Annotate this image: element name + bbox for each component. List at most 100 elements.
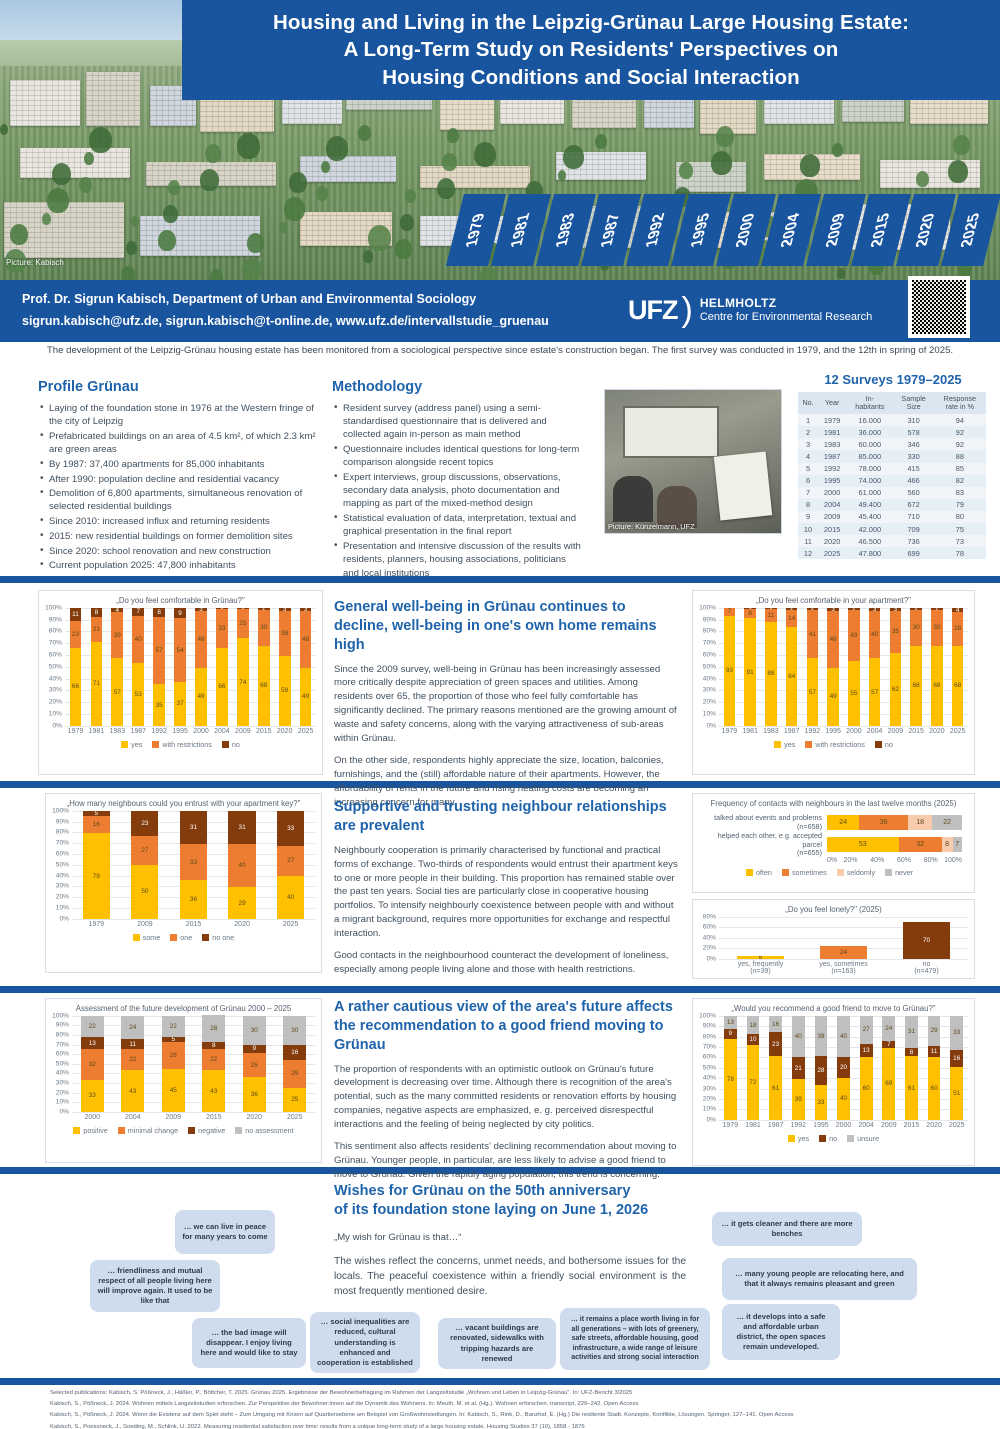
stacked-bar[interactable]: 3 35 62 [889, 607, 902, 726]
profile-list: Laying of the foundation stone in 1976 a… [38, 401, 316, 573]
stacked-bar[interactable]: 9 54 37 [174, 607, 186, 726]
tree [289, 172, 307, 193]
stacked-bar[interactable]: 31 40 29 [228, 810, 256, 919]
surveys-cell: 78 [955, 548, 964, 558]
legend-item[interactable]: no assessment [235, 1125, 294, 1135]
y-tick-label: 0% [59, 1108, 69, 1116]
bar-segment: 38 [278, 611, 291, 657]
stacked-bar[interactable]: 53 32 8 7 [827, 837, 962, 853]
legend-item[interactable]: often [745, 868, 772, 877]
legend-item[interactable]: positive [73, 1126, 108, 1135]
stacked-bar[interactable]: 3 48 49 [299, 607, 312, 726]
stacked-bar[interactable]: 3 48 49 [195, 607, 207, 726]
gridline [65, 654, 316, 656]
stacked-bar[interactable]: 7 40 53 [132, 607, 145, 726]
legend-item[interactable]: some [132, 933, 160, 942]
stacked-bar[interactable]: 18 10 72 [746, 1015, 760, 1120]
stacked-bar[interactable]: 31 33 36 [179, 810, 208, 919]
legend-swatch [781, 868, 789, 876]
stacked-bar[interactable]: 3 48 49 [827, 607, 839, 726]
stacked-bar[interactable]: 22 5 28 45 [161, 1015, 185, 1112]
stacked-bar[interactable]: 24355 [848, 607, 860, 726]
gridline [65, 690, 316, 692]
stacked-bar[interactable]: 23 27 50 [131, 810, 159, 919]
legend-item[interactable]: yes [774, 740, 795, 749]
x-tick-label: 2009 [165, 1113, 182, 1121]
stacked-bar[interactable]: 13 9 78 [723, 1015, 737, 1120]
legend-item[interactable]: no [874, 740, 893, 749]
stacked-bar[interactable]: 39 28 33 [814, 1015, 828, 1120]
stacked-bar[interactable]: 6 [737, 955, 784, 959]
gridline [719, 631, 968, 633]
legend-item[interactable]: yes [787, 1134, 809, 1143]
stacked-bar[interactable]: 21484 [785, 607, 798, 726]
stacked-bar[interactable]: 24 36 18 22 [827, 815, 962, 831]
legend-item[interactable]: minimal change [117, 1126, 178, 1135]
bar-segment: 2 [931, 607, 943, 611]
stacked-bar[interactable]: 31 8 61 [905, 1015, 918, 1120]
legend-item[interactable]: negative [188, 1126, 225, 1135]
legend-label: no assessment [245, 1125, 294, 1135]
legend-item[interactable]: unsure [847, 1134, 879, 1143]
legend-item[interactable]: never [885, 868, 913, 877]
bar-segment: 3 [299, 607, 312, 612]
stacked-bar[interactable]: 24 7 69 [882, 1015, 896, 1120]
stacked-bar[interactable]: 30 16 29 25 [283, 1015, 307, 1112]
bar-segment: 70 [903, 921, 950, 959]
stacked-bar[interactable]: 4 28 68 [951, 607, 964, 726]
methodology-block: Methodology Resident survey (address pan… [332, 378, 582, 581]
legend-item[interactable]: no [221, 740, 240, 749]
legend-item[interactable]: no one [202, 933, 234, 942]
x-tick-label: 2009 [235, 727, 251, 735]
legend-item[interactable]: one [170, 933, 192, 942]
stacked-bar[interactable]: 29 11 60 [927, 1015, 941, 1120]
bar-segment: 18 [907, 815, 933, 831]
stacked-bar[interactable]: 33 27 40 [277, 810, 305, 919]
stacked-bar[interactable]: 11 23 66 [69, 607, 82, 726]
legend-item[interactable]: with restrictions [152, 740, 212, 749]
gridline [72, 918, 315, 920]
stacked-bar[interactable]: 8 21 71 [90, 607, 103, 726]
stacked-bar[interactable]: 4 39 57 [111, 607, 124, 726]
legend-item[interactable]: seldomly [836, 868, 875, 877]
x-tick-label: 80% [923, 856, 938, 864]
x-tick-label: 2009 [887, 727, 904, 735]
legend-item[interactable]: yes [121, 740, 142, 749]
tree [916, 171, 929, 187]
stacked-bar[interactable]: 40 20 40 [837, 1015, 850, 1120]
stacked-bar[interactable]: 30 9 25 36 [242, 1015, 266, 1112]
stacked-bar[interactable]: 28 8 22 43 [202, 1014, 226, 1112]
stacked-bar[interactable]: 24 [820, 946, 867, 959]
tree [948, 160, 968, 183]
stacked-bar[interactable]: 1891 [744, 607, 756, 726]
legend-item[interactable]: with restrictions [805, 740, 865, 749]
surveys-cell: 310 [907, 415, 920, 425]
stacked-bar[interactable]: 24 11 22 43 [121, 1015, 145, 1112]
section3-paragraph-1: The proportion of respondents with an op… [334, 1063, 677, 1131]
author-contact[interactable]: sigrun.kabisch@ufz.de, sigrun.kabisch@t-… [22, 314, 549, 328]
legend-item[interactable]: no [819, 1134, 837, 1143]
stacked-bar[interactable]: 16 23 61 [769, 1015, 782, 1120]
stacked-bar[interactable]: 12574 [236, 607, 249, 726]
stacked-bar[interactable]: 7 93 [723, 607, 736, 726]
stacked-bar[interactable]: 27 13 60 [859, 1015, 873, 1120]
stacked-bar[interactable]: 70 [903, 921, 950, 959]
stacked-bar[interactable]: 13366 [216, 607, 228, 726]
stacked-bar[interactable]: 33 16 51 [950, 1015, 964, 1120]
bar-segment: 61 [905, 1056, 918, 1120]
legend-item[interactable]: sometimes [781, 868, 827, 877]
stacked-bar[interactable]: 3 40 57 [868, 607, 881, 726]
bar-column: 24355 [844, 607, 865, 726]
stacked-bar[interactable]: 5 16 79 [82, 810, 110, 919]
qr-code[interactable] [908, 276, 970, 338]
x-tick-label: 2004 [858, 1121, 874, 1129]
stacked-bar[interactable]: 24157 [806, 607, 819, 726]
stacked-bar[interactable]: 40 21 39 [791, 1015, 805, 1120]
stacked-bar[interactable]: 8 57 35 [153, 607, 165, 726]
stacked-bar[interactable]: 3 38 59 [278, 607, 291, 726]
stacked-bar[interactable]: 22 13 32 33 [80, 1015, 104, 1112]
